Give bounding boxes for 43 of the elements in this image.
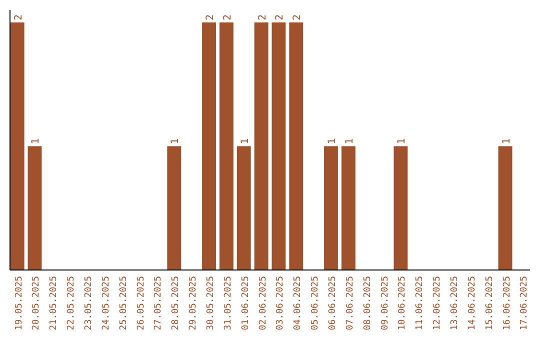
x-tick-label: 15.06.2025 bbox=[484, 276, 495, 330]
x-tick-label: 23.05.2025 bbox=[84, 276, 94, 330]
x-tick-label: 22.05.2025 bbox=[66, 276, 77, 330]
x-tick-label: 06.06.2025 bbox=[328, 276, 338, 330]
data-label: 1 bbox=[344, 138, 356, 144]
x-tick-label: 28.05.2025 bbox=[171, 276, 182, 330]
x-tick-label: 14.06.2025 bbox=[467, 276, 478, 330]
data-label: 2 bbox=[292, 14, 304, 20]
x-tick-label: 11.06.2025 bbox=[415, 276, 426, 330]
x-tick-label: 08.06.2025 bbox=[362, 276, 373, 330]
x-tick-label: 07.06.2025 bbox=[345, 276, 356, 330]
data-label: 1 bbox=[326, 138, 338, 144]
x-tick-label: 25.05.2025 bbox=[118, 276, 129, 330]
x-tick-label: 02.06.2025 bbox=[258, 276, 268, 330]
x-tick-label: 12.06.2025 bbox=[432, 276, 443, 330]
data-label: 1 bbox=[240, 138, 251, 144]
x-tick-label: 17.06.2025 bbox=[520, 276, 530, 330]
data-label: 2 bbox=[205, 14, 216, 20]
data-label: 1 bbox=[30, 138, 42, 144]
x-tick-label: 13.06.2025 bbox=[450, 276, 460, 330]
x-tick-label: 20.05.2025 bbox=[32, 276, 42, 330]
x-tick-label: 09.06.2025 bbox=[380, 276, 390, 330]
x-tick-label: 27.05.2025 bbox=[154, 276, 164, 330]
x-tick-label: 24.05.2025 bbox=[101, 276, 112, 330]
x-tick-label: 31.05.2025 bbox=[223, 276, 234, 330]
x-tick-label: 21.05.2025 bbox=[49, 276, 60, 330]
x-tick-label: 10.06.2025 bbox=[398, 276, 408, 330]
x-tick-label: 03.06.2025 bbox=[276, 276, 286, 330]
x-tick-label: 04.06.2025 bbox=[293, 276, 304, 330]
data-label: 2 bbox=[222, 14, 234, 20]
x-tick-label: 16.06.2025 bbox=[502, 276, 512, 330]
data-label: 2 bbox=[13, 14, 24, 20]
x-tick-label: 01.06.2025 bbox=[240, 276, 251, 330]
x-tick-label: 19.05.2025 bbox=[14, 276, 24, 330]
data-label: 2 bbox=[257, 14, 268, 20]
data-label: 1 bbox=[170, 138, 182, 144]
data-label: 2 bbox=[274, 14, 286, 20]
x-tick-label: 30.05.2025 bbox=[206, 276, 216, 330]
x-tick-label: 29.05.2025 bbox=[188, 276, 199, 330]
x-tick-label: 05.06.2025 bbox=[310, 276, 321, 330]
x-tick-label: 26.05.2025 bbox=[136, 276, 146, 330]
data-label: 1 bbox=[396, 138, 408, 144]
data-label: 1 bbox=[501, 138, 512, 144]
